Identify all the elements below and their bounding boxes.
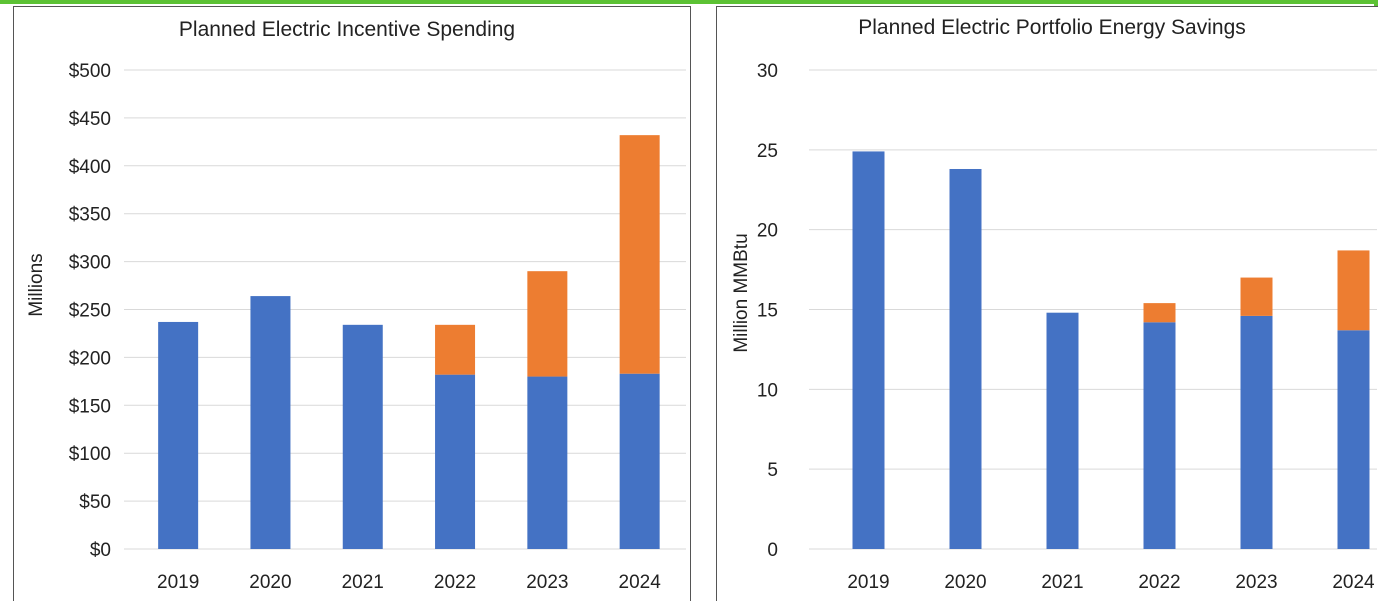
y-tick-label: 10 [757, 380, 778, 401]
x-tick-label: 2023 [1235, 572, 1277, 593]
bar-segment-2023-series-1 [1240, 315, 1273, 549]
energy-savings-chart-panel: 0 5 10 15 20 25 30 2019 2020 2021 2022 2023 2024 Plan… [716, 6, 1378, 601]
bar-segment-2020-series-1 [250, 296, 291, 549]
bar-segment-2023-series-2 [527, 271, 568, 377]
y-tick-label: $400 [69, 157, 111, 178]
top-accent-bar [0, 0, 1378, 4]
y-tick-label: 15 [757, 301, 778, 322]
energy-savings-chart: 0 5 10 15 20 25 30 2019 2020 2021 2022 2023 2024 Plan… [731, 16, 1377, 593]
bar-segment-2021-series-1 [1046, 312, 1079, 549]
bar-segment-2022-series-2 [1143, 303, 1176, 323]
x-tick-label: 2019 [847, 572, 889, 593]
y-tick-label: 5 [767, 460, 778, 481]
y-tick-label: 25 [757, 141, 778, 162]
bar-segment-2024-series-1 [1337, 330, 1370, 549]
y-axis-label: Million MMBtu [731, 233, 752, 352]
y-tick-label: $100 [69, 444, 111, 465]
y-tick-label: $450 [69, 109, 111, 130]
x-tick-label: 2024 [619, 572, 662, 593]
x-tick-label: 2020 [249, 572, 291, 593]
x-tick-label: 2022 [1138, 572, 1180, 593]
bar-segment-2024-series-2 [1337, 250, 1370, 331]
bar-segment-2019-series-1 [852, 151, 885, 549]
incentive-spending-chart-panel: $0 $50 $100 $150 $200 $250 $300 $350 $400 $450 $50… [13, 6, 691, 601]
y-axis-label: Millions [26, 253, 47, 316]
x-tick-label: 2022 [434, 572, 476, 593]
y-tick-label: $200 [69, 348, 111, 369]
bar-segment-2020-series-1 [949, 168, 982, 549]
x-tick-label: 2024 [1332, 572, 1375, 593]
bar-segment-2019-series-1 [158, 321, 199, 549]
y-tick-label: $150 [69, 396, 111, 417]
y-tick-label: $0 [90, 540, 111, 561]
bar-segment-2022-series-1 [435, 374, 476, 549]
y-tick-label: 0 [767, 540, 778, 561]
chart-title: Planned Electric Incentive Spending [179, 18, 515, 41]
bar-segment-2023-series-2 [1240, 277, 1273, 316]
y-tick-label: $50 [79, 492, 111, 513]
bar-segment-2021-series-1 [342, 324, 383, 549]
y-tick-label: 30 [757, 61, 778, 82]
x-tick-label: 2021 [342, 572, 384, 593]
y-tick-label: $500 [69, 61, 111, 82]
bar-segment-2024-series-1 [619, 373, 660, 549]
y-tick-label: 20 [757, 221, 778, 242]
bar-segment-2022-series-2 [435, 324, 476, 375]
bar-segment-2023-series-1 [527, 376, 568, 549]
incentive-spending-chart: $0 $50 $100 $150 $200 $250 $300 $350 $400 $450 $50… [26, 18, 686, 593]
y-tick-label: $250 [69, 301, 111, 322]
y-tick-label: $300 [69, 253, 111, 274]
chart-title: Planned Electric Portfolio Energy Saving… [858, 16, 1246, 39]
x-tick-label: 2020 [944, 572, 986, 593]
x-tick-label: 2019 [157, 572, 199, 593]
x-tick-label: 2023 [526, 572, 568, 593]
y-tick-label: $350 [69, 205, 111, 226]
bar-segment-2024-series-2 [619, 135, 660, 374]
x-tick-label: 2021 [1041, 572, 1083, 593]
bar-segment-2022-series-1 [1143, 322, 1176, 549]
